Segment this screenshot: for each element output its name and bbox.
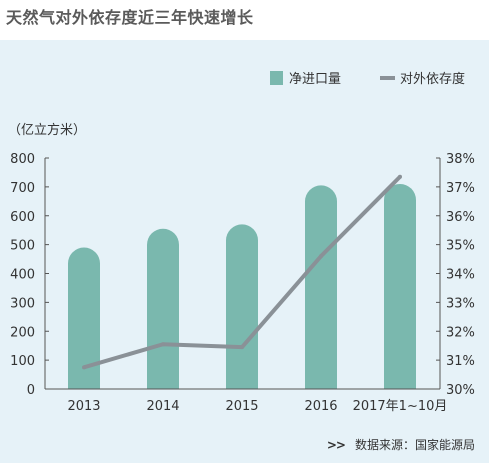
y2-tick-label: 35% (446, 239, 475, 254)
y2-tick-label: 30% (446, 383, 475, 398)
legend-label-net-import: 净进口量 (289, 72, 341, 87)
y-tick-label: 600 (10, 210, 35, 225)
bar-2014 (147, 228, 179, 389)
bar-2013 (68, 247, 100, 389)
y-tick-label: 800 (10, 152, 35, 167)
legend-bar-swatch (270, 71, 283, 85)
source-text: 数据来源：国家能源局 (354, 438, 475, 452)
y-axis-label: （亿立方米） (8, 122, 86, 138)
y-tick-label: 700 (10, 181, 35, 196)
dependency-point (82, 365, 86, 370)
y-tick-label: 500 (10, 239, 35, 254)
y-tick-label: 0 (27, 383, 35, 398)
x-tick-label: 2017年1~10月 (353, 399, 448, 414)
bar-2017110 (384, 183, 416, 389)
y-tick-label: 400 (10, 268, 35, 283)
dependency-point (319, 254, 323, 259)
x-tick-label: 2016 (304, 399, 337, 414)
y2-tick-label: 36% (446, 210, 475, 225)
bar-2016 (305, 185, 337, 389)
y2-tick-label: 31% (446, 354, 475, 369)
y-tick-label: 300 (10, 296, 35, 311)
source-note: >> 数据来源：国家能源局 (327, 436, 475, 453)
dependency-point (161, 342, 165, 347)
y2-tick-label: 38% (446, 152, 475, 167)
x-tick-label: 2015 (225, 399, 258, 414)
source-marker: >> (326, 438, 346, 452)
chart-title: 天然气对外依存度近三年快速增长 (6, 8, 254, 27)
dependency-point (398, 174, 402, 179)
y-tick-label: 200 (10, 325, 35, 340)
y-tick-label: 100 (10, 354, 35, 369)
y2-tick-label: 33% (446, 296, 475, 311)
y2-tick-label: 32% (446, 325, 475, 340)
x-tick-label: 2014 (146, 399, 179, 414)
x-tick-label: 2013 (67, 399, 100, 414)
legend-label-dependency: 对外依存度 (400, 71, 465, 87)
dependency-point (240, 345, 244, 350)
y2-tick-label: 37% (446, 181, 475, 196)
y2-tick-label: 34% (446, 268, 475, 283)
bar-2015 (226, 224, 258, 389)
